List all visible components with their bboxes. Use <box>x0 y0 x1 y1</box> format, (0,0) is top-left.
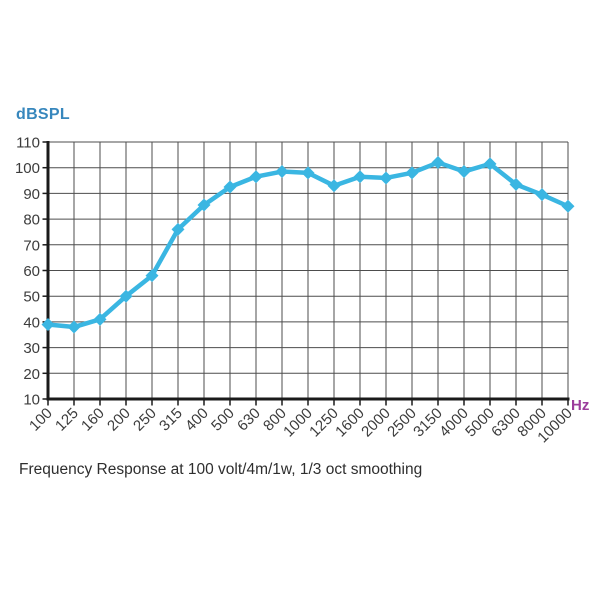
y-tick-label: 80 <box>23 212 40 229</box>
x-tick-label: 400 <box>182 405 212 435</box>
y-tick-label: 50 <box>23 289 40 306</box>
y-tick-label: 20 <box>23 366 40 383</box>
data-point-marker <box>275 165 289 179</box>
data-point-marker <box>223 180 237 194</box>
x-tick-label: 315 <box>156 405 186 435</box>
x-tick-label: 1000 <box>280 405 316 441</box>
y-tick-label: 60 <box>23 263 40 280</box>
data-point-marker <box>431 156 445 170</box>
y-axis-unit-label: dBSPL <box>16 106 70 123</box>
x-tick-label: 5000 <box>462 405 498 441</box>
x-tick-label: 100 <box>26 405 56 435</box>
data-point-marker <box>67 320 81 334</box>
x-tick-label: 500 <box>208 405 238 435</box>
data-point-marker <box>249 170 263 184</box>
chart-caption: Frequency Response at 100 volt/4m/1w, 1/… <box>19 461 423 478</box>
data-point-marker <box>197 198 211 212</box>
x-tick-label: 2500 <box>384 405 420 441</box>
data-point-marker <box>535 188 549 202</box>
data-point-marker <box>379 171 393 185</box>
y-tick-label: 10 <box>23 392 40 409</box>
y-tick-label: 90 <box>23 186 40 203</box>
x-tick-label: 1600 <box>332 405 368 441</box>
x-tick-label: 160 <box>78 405 108 435</box>
data-point-marker <box>353 170 367 184</box>
x-tick-label: 1250 <box>306 405 342 441</box>
data-point-marker <box>405 166 419 180</box>
data-point-marker <box>41 317 55 331</box>
x-tick-label: 200 <box>104 405 134 435</box>
data-point-marker <box>301 166 315 180</box>
y-tick-label: 40 <box>23 314 40 331</box>
data-point-marker <box>145 269 159 283</box>
y-tick-label: 70 <box>23 237 40 254</box>
data-point-marker <box>561 199 575 213</box>
data-point-marker <box>483 157 497 171</box>
data-point-marker <box>509 177 523 191</box>
x-tick-label: 125 <box>52 405 82 435</box>
x-tick-label: 4000 <box>436 405 472 441</box>
data-point-marker <box>171 222 185 236</box>
y-tick-label: 100 <box>15 160 40 177</box>
x-axis-unit-label: Hz <box>571 397 590 414</box>
x-tick-label: 6300 <box>488 405 524 441</box>
y-tick-label: 30 <box>23 340 40 357</box>
data-point-marker <box>93 312 107 326</box>
x-tick-label: 3150 <box>410 405 446 441</box>
x-tick-label: 630 <box>234 405 264 435</box>
x-tick-label: 250 <box>130 405 160 435</box>
x-tick-label: 2000 <box>358 405 394 441</box>
y-tick-label: 110 <box>16 135 40 152</box>
data-point-marker <box>327 179 341 193</box>
data-point-marker <box>119 289 133 303</box>
data-point-marker <box>457 165 471 179</box>
